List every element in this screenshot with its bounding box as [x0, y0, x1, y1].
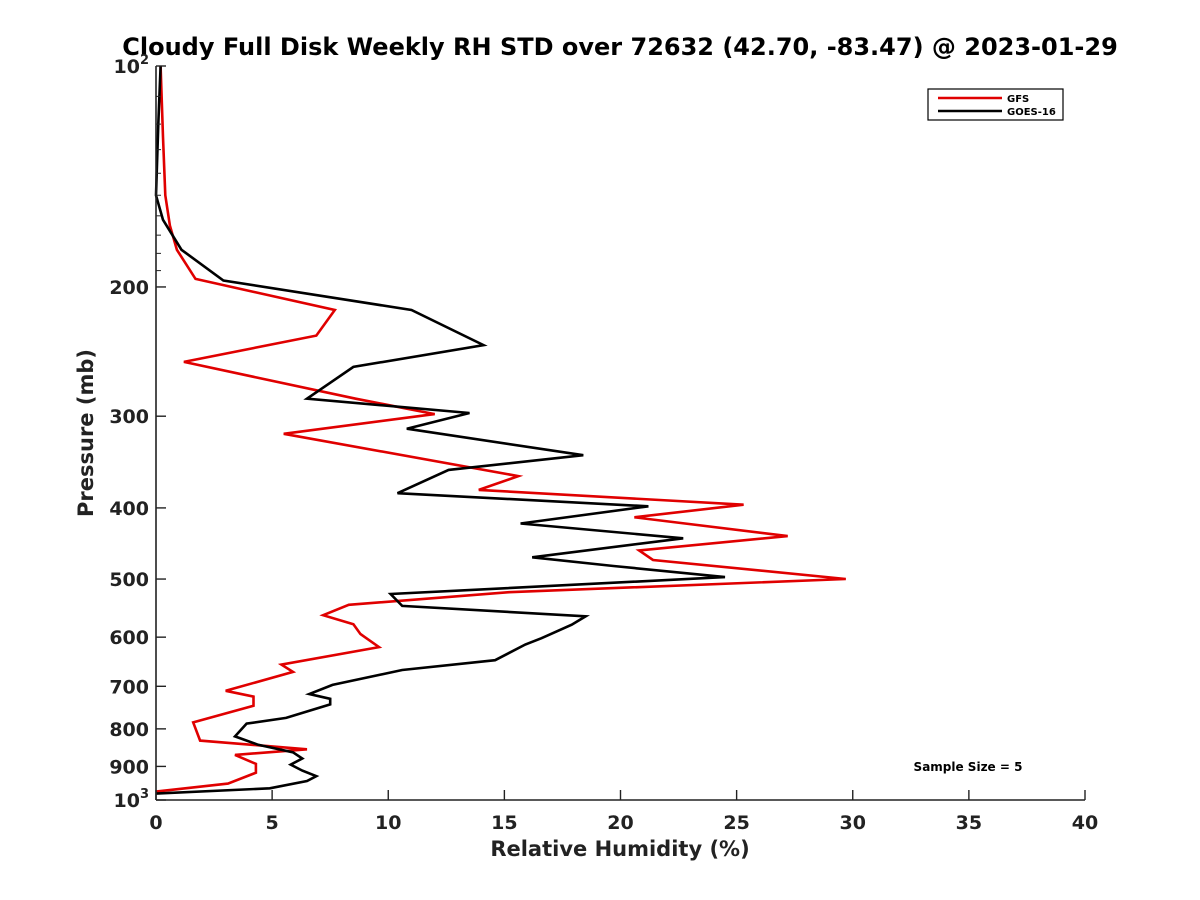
x-axis-label: Relative Humidity (%)	[490, 837, 749, 861]
y-tick-label: 103	[114, 787, 150, 812]
y-axis: 102 200 300 400 500 600 700 800 900 103	[109, 53, 166, 812]
chart-title: Cloudy Full Disk Weekly RH STD over 7263…	[122, 33, 1118, 61]
series-layer	[154, 65, 846, 795]
x-tick-label: 20	[607, 812, 633, 834]
y-tick-label: 300	[109, 406, 149, 428]
y-tick-label: 500	[109, 569, 149, 591]
x-tick-label: 40	[1072, 812, 1098, 834]
x-tick-label: 15	[491, 812, 517, 834]
y-tick-label: 900	[109, 756, 149, 778]
legend: GFS GOES-16	[927, 88, 1064, 121]
legend-box	[927, 88, 1064, 121]
x-tick-label: 25	[723, 812, 749, 834]
y-tick-label: 700	[109, 676, 149, 698]
x-tick-label: 0	[149, 812, 162, 834]
y-tick-label: 800	[109, 719, 149, 741]
y-tick-label: 200	[109, 277, 149, 299]
sample-size-annotation: Sample Size = 5	[914, 760, 1023, 774]
y-tick-label: 400	[109, 498, 149, 520]
x-tick-label: 30	[840, 812, 866, 834]
y-tick-label: 600	[109, 627, 149, 649]
legend-label-gfs: GFS	[1007, 94, 1029, 105]
x-tick-label: 10	[375, 812, 401, 834]
y-axis-label: Pressure (mb)	[74, 349, 98, 517]
series-line-gfs	[155, 65, 846, 793]
x-tick-label: 5	[266, 812, 279, 834]
x-tick-label: 35	[956, 812, 982, 834]
x-axis: 0 5 10 15 20 25 30 35 40	[149, 790, 1098, 834]
plot-area	[156, 66, 1085, 800]
series-line-goes-16	[154, 65, 726, 795]
legend-label-goes-16: GOES-16	[1007, 107, 1056, 118]
y-tick-label: 102	[114, 53, 150, 78]
